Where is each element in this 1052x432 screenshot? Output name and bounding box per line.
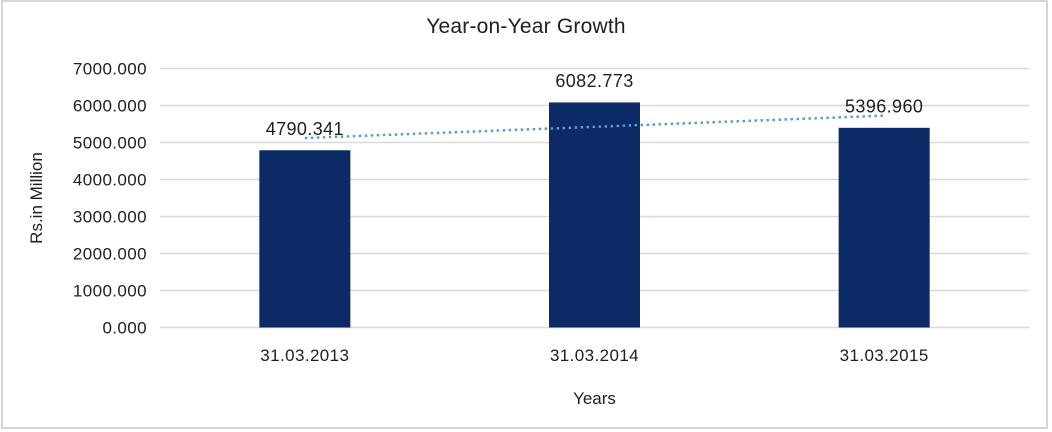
y-tick-label: 5000.000	[73, 134, 147, 153]
bar	[259, 150, 351, 328]
y-tick-label: 3000.000	[73, 208, 147, 227]
bar-value-label: 6082.773	[555, 71, 633, 91]
bar	[549, 102, 640, 328]
bar-value-label: 5396.960	[845, 96, 923, 116]
y-tick-label: 6000.000	[73, 97, 147, 116]
category-label: 31.03.2014	[550, 346, 639, 365]
y-tick-label: 4000.000	[73, 171, 147, 190]
bar	[838, 127, 930, 328]
chart-title: Year-on-Year Growth	[426, 15, 626, 38]
y-tick-label: 1000.000	[73, 282, 147, 301]
category-label: 31.03.2015	[840, 346, 929, 365]
trendline	[304, 114, 885, 140]
x-axis-title: Years	[573, 389, 616, 408]
bar-value-label: 4790.341	[266, 119, 344, 139]
y-tick-label: 0.000	[102, 319, 147, 338]
category-label: 31.03.2013	[260, 346, 349, 365]
y-tick-label: 2000.000	[73, 245, 147, 264]
y-tick-label: 7000.000	[73, 60, 147, 79]
